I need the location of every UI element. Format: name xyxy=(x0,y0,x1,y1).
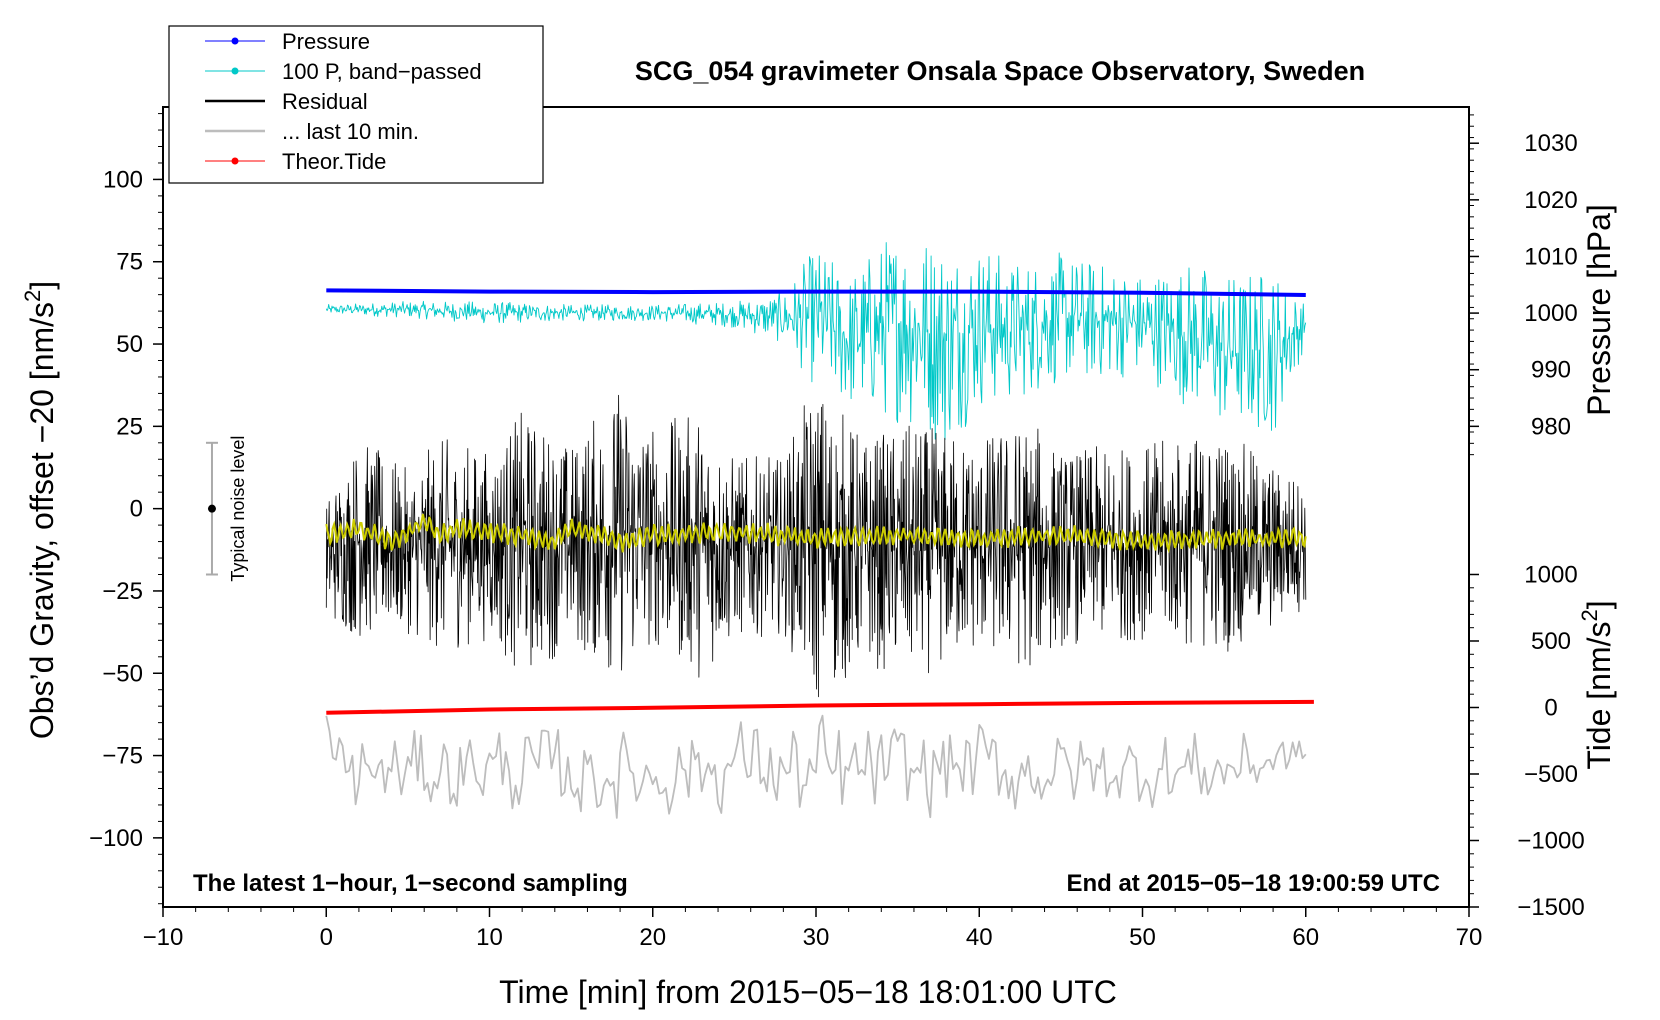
annotation-bottom-right: End at 2015−05−18 19:00:59 UTC xyxy=(1066,870,1440,897)
noise-bar-label: Typical noise level xyxy=(228,436,248,582)
legend: Pressure 100 P, band−passed Residual ... la… xyxy=(168,25,544,184)
x-tick-label: 70 xyxy=(1456,924,1483,951)
noise-bar-center xyxy=(207,504,216,513)
y-tide-tick-label: −1000 xyxy=(1517,827,1584,854)
last-10-min-series xyxy=(325,714,1307,819)
legend-box xyxy=(168,25,544,184)
pressure-series xyxy=(326,288,1306,297)
y-left-tick-label: 25 xyxy=(116,413,143,440)
legend-label: Theor.Tide xyxy=(282,149,386,174)
legend-marker xyxy=(231,37,239,45)
y-pressure-tick-label: 990 xyxy=(1531,357,1571,384)
y-left-tick-label: 75 xyxy=(116,249,143,276)
y-tide-tick-label: 0 xyxy=(1544,694,1557,721)
y-axis-left-title: Obs’d Gravity, offset −20 [nm/s2] xyxy=(20,281,60,739)
y-tide-tick-label: −1500 xyxy=(1517,894,1584,921)
y-pressure-tick-label: 1000 xyxy=(1524,300,1577,327)
x-tick-label: 40 xyxy=(966,924,993,951)
x-tick-label: 30 xyxy=(803,924,830,951)
series-line xyxy=(326,288,1306,297)
series-line xyxy=(325,394,1307,698)
y-axis-pressure-title: Pressure [hPa] xyxy=(1581,204,1617,416)
axes: −10 0 10 20 30 40 50 60 701007550250−25−50−75−10… xyxy=(89,113,1585,951)
x-tick-label: 60 xyxy=(1292,924,1319,951)
chart-title: SCG_054 gravimeter Onsala Space Observat… xyxy=(635,56,1365,86)
y-left-tick-label: 50 xyxy=(116,331,143,358)
x-tick-label: 20 xyxy=(639,924,666,951)
series-line xyxy=(325,513,1307,554)
x-tick-label: 50 xyxy=(1129,924,1156,951)
y-axis-tide-title: Tide [nm/s2] xyxy=(1577,600,1617,769)
series-line xyxy=(326,699,1314,715)
series-line xyxy=(325,714,1307,819)
y-tide-tick-label: −500 xyxy=(1524,761,1578,788)
legend-marker xyxy=(231,157,239,165)
theoretical-tide-series xyxy=(326,699,1314,715)
y-tide-tick-label: 1000 xyxy=(1524,561,1577,588)
x-tick-label: 0 xyxy=(320,924,333,951)
legend-marker xyxy=(231,67,239,75)
y-tide-tick-label: 500 xyxy=(1531,628,1571,655)
y-pressure-tick-label: 980 xyxy=(1531,413,1571,440)
x-tick-label: 10 xyxy=(476,924,503,951)
y-left-tick-label: −75 xyxy=(102,743,143,770)
y-pressure-tick-label: 1010 xyxy=(1524,243,1577,270)
series-line xyxy=(325,242,1307,441)
y-pressure-tick-label: 1030 xyxy=(1524,130,1577,157)
y-left-tick-label: 0 xyxy=(130,496,143,523)
y-left-tick-label: 100 xyxy=(103,166,143,193)
y-left-tick-label: −25 xyxy=(102,578,143,605)
x-axis-title: Time [min] from 2015−05−18 18:01:00 UTC xyxy=(499,974,1117,1010)
y-left-tick-label: −100 xyxy=(89,825,143,852)
legend-label: ... last 10 min. xyxy=(282,119,419,144)
band-passed-pressure-series xyxy=(325,242,1307,441)
y-pressure-tick-label: 1020 xyxy=(1524,187,1577,214)
legend-label: Residual xyxy=(282,89,368,114)
noise-level-indicator: Typical noise level xyxy=(205,436,248,582)
annotation-bottom-left: The latest 1−hour, 1−second sampling xyxy=(193,870,628,897)
y-left-tick-label: −50 xyxy=(102,660,143,687)
smoothed-residual-series xyxy=(325,513,1307,554)
residual-series xyxy=(325,394,1307,698)
x-tick-label: −10 xyxy=(143,924,184,951)
legend-label: Pressure xyxy=(282,29,370,54)
legend-label: 100 P, band−passed xyxy=(282,59,482,84)
